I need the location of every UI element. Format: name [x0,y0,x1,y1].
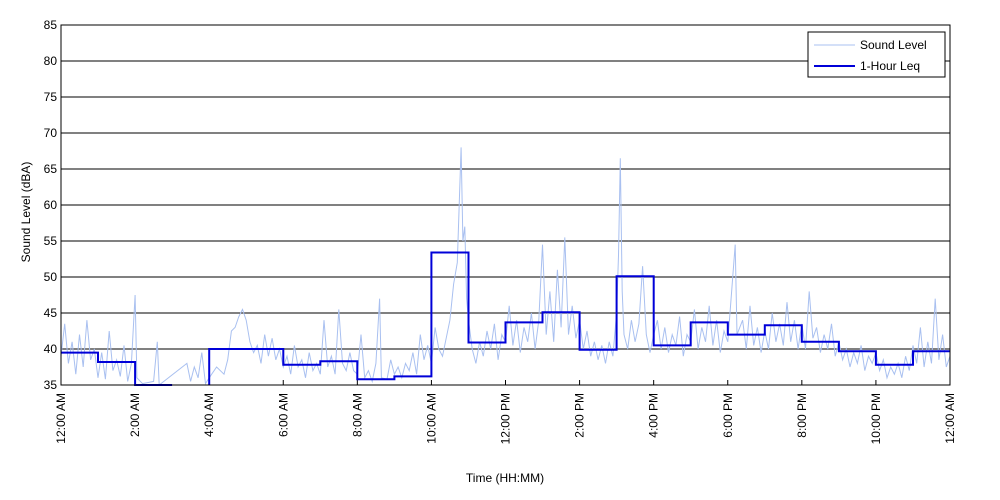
y-tick-label: 40 [44,342,58,356]
legend: Sound Level 1-Hour Leq [807,31,946,78]
x-tick-label: 6:00 PM [721,393,735,438]
plot-frame [60,24,951,386]
x-tick-label: 2:00 PM [573,393,587,438]
x-tick-label: 10:00 PM [869,393,883,444]
x-tick-label: 8:00 AM [350,393,364,437]
y-tick-label: 65 [44,162,58,176]
y-axis-label: Sound Level (dBA) [19,162,33,263]
x-tick-label: 12:00 AM [943,393,957,444]
x-tick-label: 8:00 PM [795,393,809,438]
x-axis-ticks: 12:00 AM 2:00 AM 4:00 AM 6:00 AM 8:00 AM 10:0… [54,380,957,444]
x-tick-label: 10:00 AM [424,393,438,444]
legend-label-leq: 1-Hour Leq [860,59,920,73]
y-tick-label: 60 [44,198,58,212]
x-tick-label: 2:00 AM [128,393,142,437]
legend-label-sound-level: Sound Level [860,38,927,52]
x-axis-label: Time (HH:MM) [466,471,544,485]
series-sound-level-line [60,147,951,386]
x-tick-label: 12:00 PM [499,393,513,444]
y-tick-label: 85 [44,18,58,32]
y-tick-label: 45 [44,306,58,320]
x-tick-label: 12:00 AM [54,393,68,444]
y-tick-label: 35 [44,378,58,392]
x-tick-label: 6:00 AM [276,393,290,437]
x-tick-label: 4:00 PM [647,393,661,438]
legend-box [807,31,946,78]
y-tick-label: 50 [44,270,58,284]
y-tick-label: 55 [44,234,58,248]
x-tick-label: 4:00 AM [202,393,216,437]
y-axis-ticks: 35 40 45 50 55 60 65 70 75 80 85 [44,18,950,392]
y-tick-label: 70 [44,126,58,140]
y-tick-label: 75 [44,90,58,104]
y-tick-label: 80 [44,54,58,68]
